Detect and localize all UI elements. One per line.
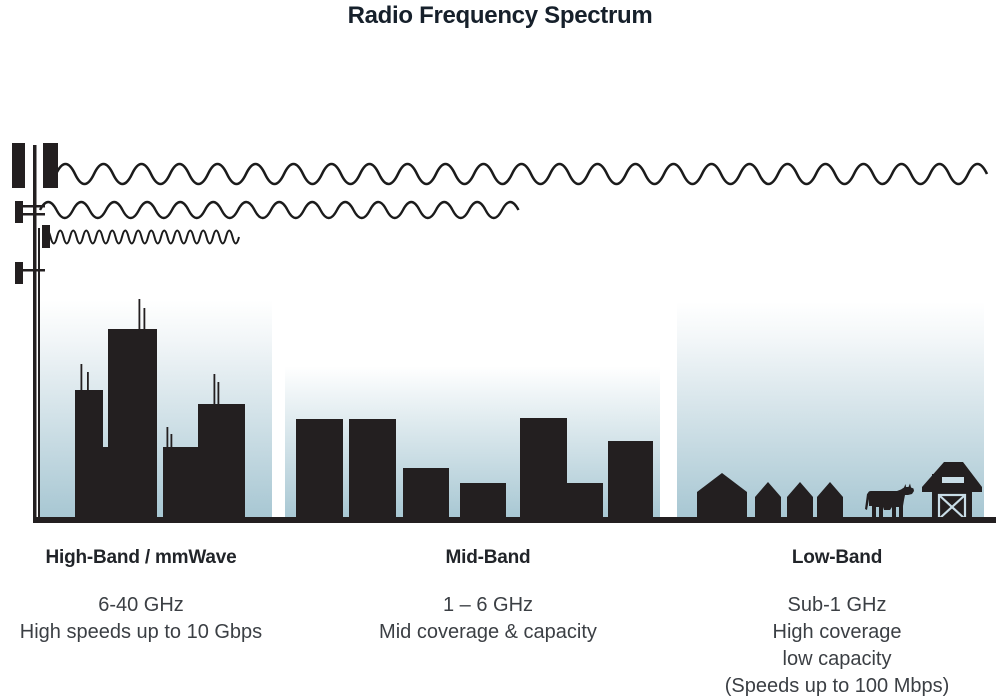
tower-crossbar: [15, 213, 45, 216]
low-band-label-block: Low-Band Sub-1 GHz High coverage low cap…: [687, 547, 987, 697]
rooftop-antenna: [87, 372, 89, 391]
barn-loft-window: [942, 477, 964, 483]
barn-icon: [922, 462, 982, 521]
mid-building: [567, 483, 603, 517]
tower-antenna-tier3: [42, 225, 50, 248]
house-icon: [755, 482, 781, 517]
house-icon: [697, 473, 747, 517]
mid-building: [349, 419, 396, 517]
rooftop-antenna: [166, 427, 169, 448]
high-band-skyline: [75, 299, 245, 517]
rooftop-antenna: [80, 364, 83, 391]
mid-band-label-block: Mid-Band 1 – 6 GHz Mid coverage & capaci…: [338, 547, 638, 643]
mid-band-title: Mid-Band: [445, 547, 531, 568]
high-band-label-block: High-Band / mmWave 6-40 GHz High speeds …: [16, 547, 266, 643]
rooftop-antenna: [143, 308, 146, 330]
mid-building: [520, 418, 567, 517]
high-band-details: 6-40 GHz High speeds up to 10 Gbps: [16, 592, 266, 646]
rooftop-antenna: [170, 434, 173, 448]
skyscraper: [75, 390, 103, 517]
low-band-coverage: High coverage: [772, 621, 902, 643]
barn-door: [937, 493, 967, 521]
low-band-speed: (Speeds up to 100 Mbps): [724, 675, 950, 697]
cow-icon: [865, 483, 914, 519]
tower-antenna-panel-right: [43, 143, 58, 188]
low-band-wave: [54, 162, 989, 186]
skyscraper: [198, 404, 245, 517]
page-title: Radio Frequency Spectrum: [347, 2, 653, 29]
skyscraper-tall: [108, 329, 157, 517]
cell-tower-icon: [12, 143, 58, 517]
mid-band-coverage: Mid coverage & capacity: [379, 621, 597, 643]
house-icon: [817, 482, 843, 517]
low-band-scenery: [697, 462, 982, 521]
mid-band-skyline: [296, 418, 653, 517]
tower-crossbar: [15, 269, 45, 272]
mid-building: [403, 468, 449, 517]
low-band-details: Sub-1 GHz High coverage low capacity (Sp…: [687, 592, 987, 700]
tower-antenna-tier4: [15, 262, 23, 284]
mid-building: [608, 441, 653, 517]
mid-band-frequency: 1 – 6 GHz: [442, 594, 534, 616]
low-band-capacity: low capacity: [782, 648, 892, 670]
radio-waves: [38, 162, 989, 245]
high-band-frequency: 6-40 GHz: [98, 594, 184, 616]
rooftop-antenna: [217, 382, 220, 405]
low-band-title: Low-Band: [791, 547, 883, 568]
skyscraper: [100, 447, 110, 517]
mid-building: [296, 419, 343, 517]
rooftop-antenna: [213, 374, 216, 405]
tower-antenna-panel-left: [12, 143, 25, 188]
rooftop-antenna: [138, 299, 141, 330]
ground-line: [33, 517, 996, 523]
mid-band-wave: [38, 200, 520, 220]
mid-building: [460, 483, 506, 517]
mid-band-details: 1 – 6 GHz Mid coverage & capacity: [338, 592, 638, 646]
tower-mast-secondary: [38, 228, 40, 517]
high-band-speed: High speeds up to 10 Gbps: [19, 621, 263, 643]
tower-mast: [33, 145, 37, 517]
low-band-frequency: Sub-1 GHz: [787, 594, 887, 616]
skyscraper: [163, 447, 198, 517]
high-band-wave: [43, 229, 240, 245]
house-icon: [787, 482, 813, 517]
tower-crossbar: [15, 205, 45, 208]
high-band-title: High-Band / mmWave: [45, 547, 237, 568]
tower-antenna-tier2: [15, 201, 23, 223]
